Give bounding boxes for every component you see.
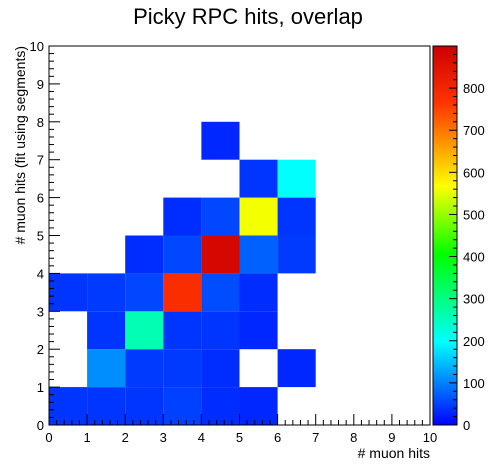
y-tick-label: 6 bbox=[37, 191, 44, 206]
z-tick-label: 500 bbox=[463, 207, 485, 222]
y-tick-label: 5 bbox=[37, 229, 44, 244]
heatmap-cell bbox=[201, 349, 240, 388]
y-tick-label: 8 bbox=[37, 115, 44, 130]
heatmap-cell bbox=[201, 387, 240, 425]
z-tick-label: 600 bbox=[463, 165, 485, 180]
z-tick-label: 100 bbox=[463, 376, 485, 391]
heatmap-cell bbox=[163, 311, 202, 350]
x-tick-label: 7 bbox=[312, 430, 319, 445]
y-tick-label: 1 bbox=[37, 380, 44, 395]
heatmap-cell bbox=[87, 273, 126, 312]
heatmap-cell bbox=[239, 311, 278, 350]
z-tick-label: 700 bbox=[463, 123, 485, 138]
x-tick-label: 0 bbox=[45, 430, 52, 445]
heatmap-cell bbox=[163, 273, 202, 312]
heatmap-cell bbox=[163, 349, 202, 388]
color-scale-bar bbox=[432, 45, 458, 426]
x-tick-label: 5 bbox=[236, 430, 243, 445]
y-tick-label: 2 bbox=[37, 342, 44, 357]
heatmap-cell bbox=[49, 273, 88, 312]
heatmap-cell bbox=[125, 235, 164, 274]
heatmap-cell bbox=[201, 197, 240, 236]
heatmap-cell bbox=[163, 197, 202, 236]
heatmap-cell bbox=[277, 349, 316, 388]
y-tick-label: 3 bbox=[37, 304, 44, 319]
z-tick-label: 300 bbox=[463, 292, 485, 307]
z-tick-label: 200 bbox=[463, 334, 485, 349]
heatmap-cell bbox=[201, 235, 240, 274]
heatmap-cell bbox=[239, 159, 278, 198]
heatmap-cell bbox=[239, 273, 278, 312]
chart-title: Picky RPC hits, overlap bbox=[133, 4, 363, 29]
heatmap-cells bbox=[49, 121, 316, 425]
y-tick-label: 0 bbox=[37, 418, 44, 433]
heatmap-cell bbox=[125, 349, 164, 388]
z-tick-label: 800 bbox=[463, 81, 485, 96]
heatmap-cell bbox=[277, 235, 316, 274]
heatmap-cell bbox=[163, 387, 202, 425]
heatmap-cell bbox=[49, 387, 88, 425]
y-tick-label: 10 bbox=[30, 39, 44, 54]
heatmap-cell bbox=[87, 349, 126, 388]
x-tick-label: 3 bbox=[160, 430, 167, 445]
y-tick-label: 9 bbox=[37, 77, 44, 92]
y-tick-label: 4 bbox=[37, 266, 44, 281]
x-tick-label: 10 bbox=[423, 430, 437, 445]
heatmap-cell bbox=[201, 121, 240, 160]
heatmap-cell bbox=[239, 197, 278, 236]
heatmap-cell bbox=[239, 387, 278, 425]
x-tick-label: 4 bbox=[198, 430, 205, 445]
x-tick-label: 9 bbox=[388, 430, 395, 445]
heatmap-cell bbox=[87, 311, 126, 350]
heatmap-cell bbox=[277, 197, 316, 236]
heatmap-cell bbox=[239, 235, 278, 274]
x-tick-label: 2 bbox=[122, 430, 129, 445]
x-axis-label: # muon hits bbox=[358, 445, 430, 461]
heatmap-cell bbox=[201, 311, 240, 350]
heatmap-cell bbox=[277, 159, 316, 198]
color-scale-axis: 0 100 200 300 400 500 600 700 800 bbox=[449, 53, 485, 433]
x-tick-label: 6 bbox=[274, 430, 281, 445]
y-axis-label: # muon hits (fit using segments) bbox=[12, 46, 28, 244]
y-tick-label: 7 bbox=[37, 153, 44, 168]
heatmap-cell bbox=[201, 273, 240, 312]
axes: 0 1 2 3 4 5 6 7 8 9 10 0 1 2 3 4 5 6 7 8 9 10 bbox=[30, 39, 438, 445]
z-tick-label: 0 bbox=[463, 418, 470, 433]
x-tick-label: 8 bbox=[350, 430, 357, 445]
heatmap-cell bbox=[125, 311, 164, 350]
heatmap-cell bbox=[87, 387, 126, 425]
heatmap-cell bbox=[125, 387, 164, 425]
heatmap-cell bbox=[163, 235, 202, 274]
x-tick-label: 1 bbox=[83, 430, 90, 445]
heatmap-cell bbox=[125, 273, 164, 312]
z-tick-label: 400 bbox=[463, 250, 485, 265]
